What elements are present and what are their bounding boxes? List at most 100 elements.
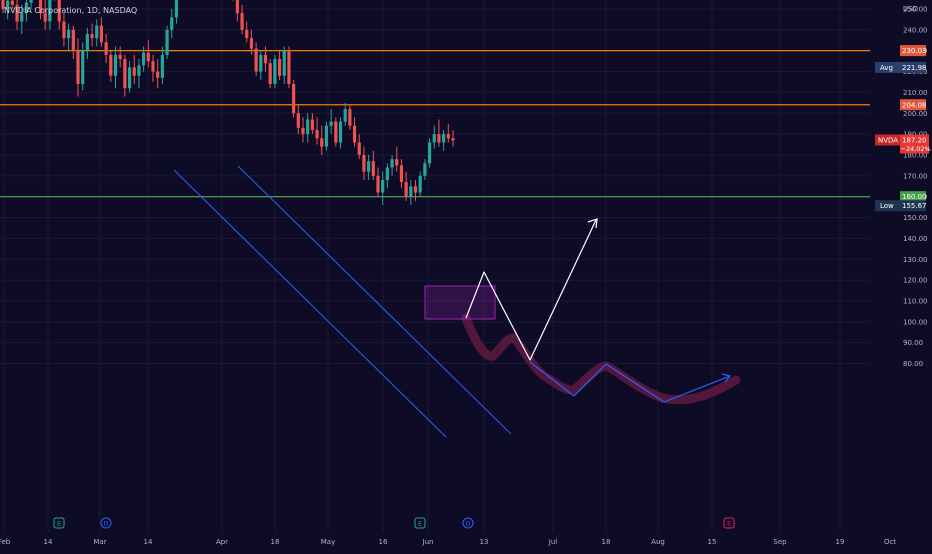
candle-body: [427, 142, 432, 164]
candle: [29, 0, 33, 9]
candle-body: [413, 186, 418, 193]
y-tick-label: 250.00: [903, 5, 928, 13]
candle-body: [301, 127, 305, 135]
x-tick-label: Mar: [93, 538, 106, 546]
candle: [254, 42, 258, 76]
candle-body: [451, 138, 455, 141]
candle: [156, 59, 160, 89]
candle-body: [254, 48, 258, 72]
candle: [338, 117, 343, 149]
projection-blue-arrowhead: [721, 373, 732, 383]
event-marker: D: [462, 517, 474, 529]
event-marker-shape: [414, 517, 426, 529]
candle: [235, 0, 239, 22]
consolidation-box: [424, 285, 496, 320]
price-label-name-bg: [875, 200, 900, 212]
candle-body: [151, 61, 155, 72]
x-tick-label: 15: [708, 538, 717, 546]
candle: [432, 125, 436, 149]
candle: [334, 117, 338, 147]
candle-body: [442, 134, 446, 143]
candle: [137, 59, 141, 89]
candle-body: [390, 159, 394, 168]
candle-body: [352, 125, 357, 143]
candle-body: [376, 175, 380, 193]
y-tick-label: 120.00: [903, 277, 928, 285]
x-tick-label: Jun: [422, 538, 434, 546]
candle: [413, 180, 418, 201]
candle: [437, 119, 441, 147]
candle-body: [437, 134, 441, 143]
candles: [1, 0, 455, 206]
channel-lower-line: [173, 169, 447, 438]
candle-body: [113, 54, 118, 76]
price-label-name-bg: [875, 134, 900, 146]
event-marker-shape: [53, 517, 65, 529]
candle: [442, 129, 446, 151]
currency-label: USD: [903, 5, 918, 13]
candle-body: [381, 180, 385, 193]
candle: [245, 21, 249, 43]
price-label-name: Avg: [880, 64, 893, 72]
candle: [268, 59, 272, 89]
candle-body: [85, 34, 89, 51]
x-tick-label: 19: [836, 538, 845, 546]
candle-body: [81, 50, 85, 85]
candle: [99, 17, 104, 47]
candle-body: [6, 0, 10, 9]
candle-body: [446, 134, 450, 139]
candle-body: [109, 54, 113, 76]
candle: [292, 79, 296, 118]
price-label-value-bg: [900, 45, 926, 57]
event-marker: E: [723, 517, 735, 529]
price-label-value: 187.20: [902, 136, 927, 144]
candle: [296, 104, 300, 135]
candle-body: [324, 125, 329, 147]
price-label-value: 155.67: [902, 202, 927, 210]
overlays: [465, 218, 598, 361]
candle-body: [395, 159, 399, 166]
projection-blue-path: [529, 361, 731, 403]
y-tick-label: 240.00: [903, 26, 928, 34]
candle: [20, 4, 24, 35]
candle: [367, 154, 371, 181]
candle-body: [432, 134, 436, 143]
candle: [315, 117, 319, 145]
candle: [132, 54, 136, 85]
candle-body: [160, 54, 164, 78]
candle: [54, 0, 56, 1]
candle: [423, 159, 427, 181]
candle-body: [43, 13, 47, 22]
candle-body: [329, 121, 333, 126]
candle-body: [409, 186, 413, 197]
event-marker-label: D: [465, 520, 470, 528]
candle: [324, 121, 329, 151]
time-axis: Feb 14 Mar 14 Apr 18 May 16 Jun 13 Jul 18 Aug 15 Sep 19…: [0, 538, 896, 546]
x-tick-label: 18: [602, 538, 611, 546]
y-tick-label: 210.00: [903, 89, 928, 97]
candle-body: [367, 161, 371, 172]
candle: [118, 46, 122, 68]
candle-body: [249, 38, 254, 49]
x-tick-label: Sep: [773, 538, 787, 546]
y-tick-label: 100.00: [903, 318, 928, 326]
event-marker-shape: [100, 517, 112, 529]
candle-body: [48, 0, 52, 22]
candle: [62, 13, 66, 47]
candle-body: [268, 63, 272, 85]
candle-body: [29, 0, 33, 3]
candle-body: [306, 119, 310, 135]
candle-body: [235, 0, 239, 14]
candle: [273, 54, 277, 89]
price-label-s1: 160.00: [900, 191, 927, 203]
candle-body: [385, 167, 389, 181]
price-label-value-bg: [900, 200, 926, 212]
x-tick-label: Jul: [548, 538, 558, 546]
candle: [240, 4, 244, 35]
candle: [113, 46, 118, 89]
price-label-name: NVDA: [878, 136, 898, 144]
candle-body: [240, 13, 244, 30]
candle: [310, 113, 314, 135]
